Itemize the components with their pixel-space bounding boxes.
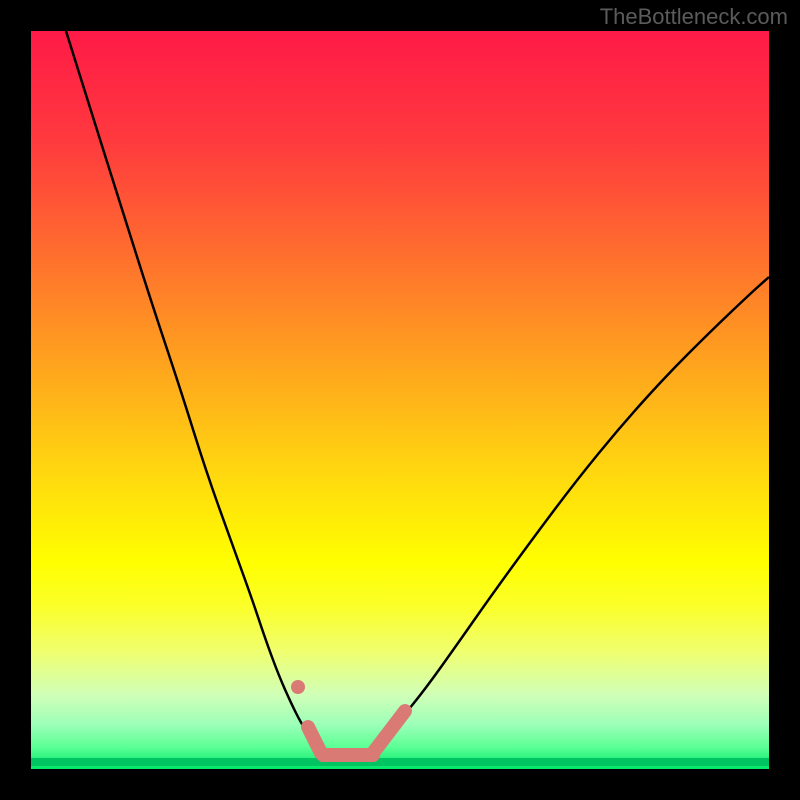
gradient-background: [31, 31, 769, 769]
highlight-dot: [291, 680, 305, 694]
bottleneck-chart: [31, 31, 769, 769]
chart-container: [31, 31, 769, 769]
watermark-text: TheBottleneck.com: [600, 4, 788, 30]
